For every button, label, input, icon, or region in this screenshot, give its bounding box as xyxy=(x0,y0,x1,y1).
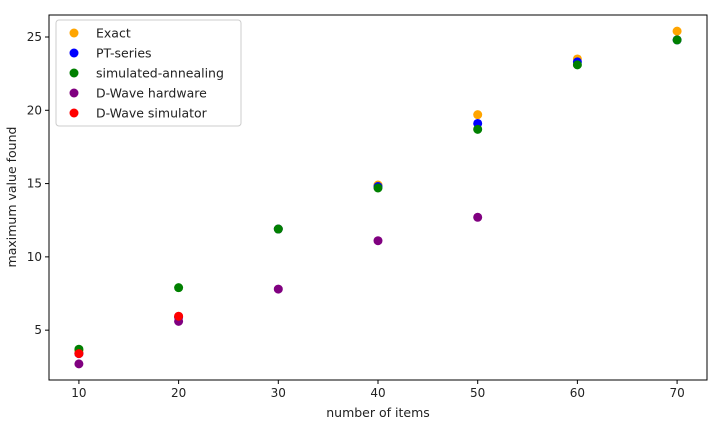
y-tick-label: 10 xyxy=(27,250,42,264)
x-tick-label: 60 xyxy=(570,386,585,400)
x-tick-label: 70 xyxy=(669,386,684,400)
point-exact xyxy=(672,26,682,36)
legend-marker xyxy=(69,68,79,78)
point-d-wave-simulator xyxy=(174,311,184,321)
legend: Exact PT-series simulated-annealing D-Wave … xyxy=(55,19,242,127)
legend-label: D-Wave hardware xyxy=(96,86,207,101)
legend-marker xyxy=(69,88,79,98)
y-tick-label: 25 xyxy=(27,30,42,44)
x-tick-label: 10 xyxy=(71,386,86,400)
legend-marker xyxy=(69,48,79,58)
y-axis: 5 10 15 20 25 xyxy=(27,30,49,337)
y-tick-label: 20 xyxy=(27,103,42,117)
y-axis-label: maximum value found xyxy=(4,127,19,268)
point-simulated-annealing xyxy=(174,283,184,293)
point-simulated-annealing xyxy=(373,183,383,193)
point-simulated-annealing xyxy=(273,224,283,234)
point-simulated-annealing xyxy=(672,35,682,45)
point-d-wave-hardware xyxy=(473,212,483,222)
x-tick-label: 30 xyxy=(271,386,286,400)
legend-box xyxy=(55,19,242,127)
point-simulated-annealing xyxy=(572,60,582,70)
point-d-wave-simulator xyxy=(74,349,84,359)
x-axis: 10 20 30 40 50 60 70 xyxy=(71,380,685,400)
legend-label: D-Wave simulator xyxy=(96,106,208,121)
x-tick-label: 50 xyxy=(470,386,485,400)
legend-label: simulated-annealing xyxy=(96,66,224,81)
x-tick-label: 20 xyxy=(171,386,186,400)
data-points xyxy=(74,26,682,369)
point-d-wave-hardware xyxy=(373,236,383,246)
legend-label: PT-series xyxy=(96,46,152,61)
point-simulated-annealing xyxy=(473,124,483,134)
point-d-wave-hardware xyxy=(74,359,84,369)
y-tick-label: 15 xyxy=(27,177,42,191)
point-d-wave-hardware xyxy=(273,284,283,294)
x-axis-label: number of items xyxy=(326,405,430,420)
y-tick-label: 5 xyxy=(34,323,42,337)
legend-marker xyxy=(69,108,79,118)
point-exact xyxy=(473,110,483,120)
legend-label: Exact xyxy=(96,26,131,41)
x-tick-label: 40 xyxy=(370,386,385,400)
legend-marker xyxy=(69,28,79,38)
